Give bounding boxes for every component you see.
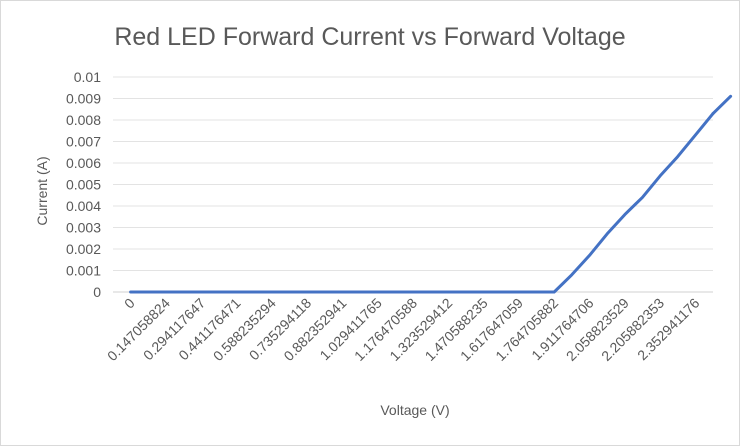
y-tick-label: 0.005 <box>66 177 101 193</box>
y-tick-label: 0.004 <box>66 198 101 214</box>
y-tick-label: 0.008 <box>66 112 101 128</box>
y-axis-tick-labels: 0.01 0.009 0.008 0.007 0.006 0.005 0.004 0.003 0… <box>66 69 101 300</box>
y-tick-label: 0.007 <box>66 134 101 150</box>
series-layer <box>129 94 733 294</box>
x-axis-label: Voltage (V) <box>380 402 449 418</box>
series-line <box>129 112 715 294</box>
x-axis-tick-labels: 00.1470588240.2941176470.4411764710.5882… <box>104 295 703 364</box>
gridlines <box>113 76 713 293</box>
y-tick-label: 0.006 <box>66 155 101 171</box>
x-tick-label: 0 <box>121 295 138 312</box>
y-tick-label: 0 <box>93 284 101 300</box>
series-line <box>711 94 733 116</box>
chart-title: Red LED Forward Current vs Forward Volta… <box>114 23 625 51</box>
y-tick-label: 0.002 <box>66 241 101 257</box>
y-axis-label: Current (A) <box>34 156 50 225</box>
y-tick-label: 0.01 <box>74 69 101 85</box>
y-tick-label: 0.001 <box>66 263 101 279</box>
y-tick-label: 0.003 <box>66 220 101 236</box>
y-tick-label: 0.009 <box>66 91 101 107</box>
